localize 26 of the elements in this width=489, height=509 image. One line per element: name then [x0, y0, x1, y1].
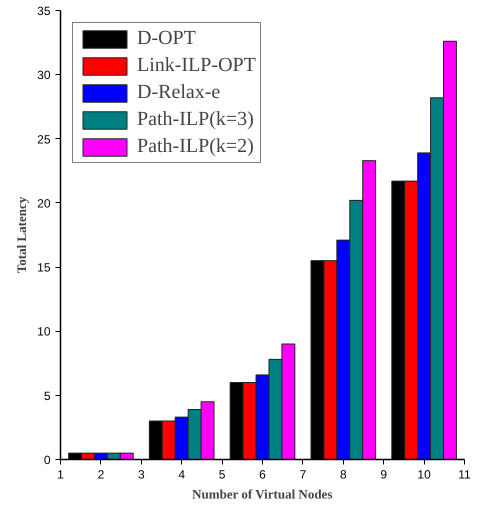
- y-tick-label: 10: [37, 324, 51, 339]
- y-tick-label: 15: [37, 260, 51, 275]
- legend-label: Path-ILP(k=2): [137, 135, 254, 158]
- x-tick-label: 6: [259, 468, 266, 482]
- y-tick-label: 25: [37, 132, 51, 146]
- x-tick-label: 5: [218, 468, 226, 482]
- x-tick-label: 11: [458, 468, 472, 482]
- legend-label: D-OPT: [137, 27, 196, 50]
- x-tick-label: 3: [138, 468, 145, 482]
- x-tick-label: 4: [178, 468, 186, 482]
- x-tick-label: 7: [300, 468, 307, 482]
- legend-label: D-Relax-e: [137, 81, 220, 104]
- legend-label: Path-ILP(k=3): [137, 108, 254, 131]
- y-tick-label: 0: [44, 453, 51, 467]
- x-axis-title: Number of Virtual Nodes: [192, 486, 332, 502]
- legend-label: Link-ILP-OPT: [137, 54, 256, 77]
- y-tick-label: 35: [37, 4, 51, 18]
- y-tick-label: 5: [44, 388, 51, 403]
- y-tick-label: 20: [37, 196, 51, 210]
- x-tick-label: 8: [340, 468, 347, 482]
- x-tick-label: 9: [380, 468, 388, 482]
- x-tick-label: 2: [98, 468, 105, 482]
- x-tick-label: 1: [57, 468, 64, 482]
- x-tick-label: 10: [417, 468, 432, 482]
- y-axis-title: Total Latency: [14, 196, 30, 274]
- y-tick-label: 30: [37, 68, 51, 82]
